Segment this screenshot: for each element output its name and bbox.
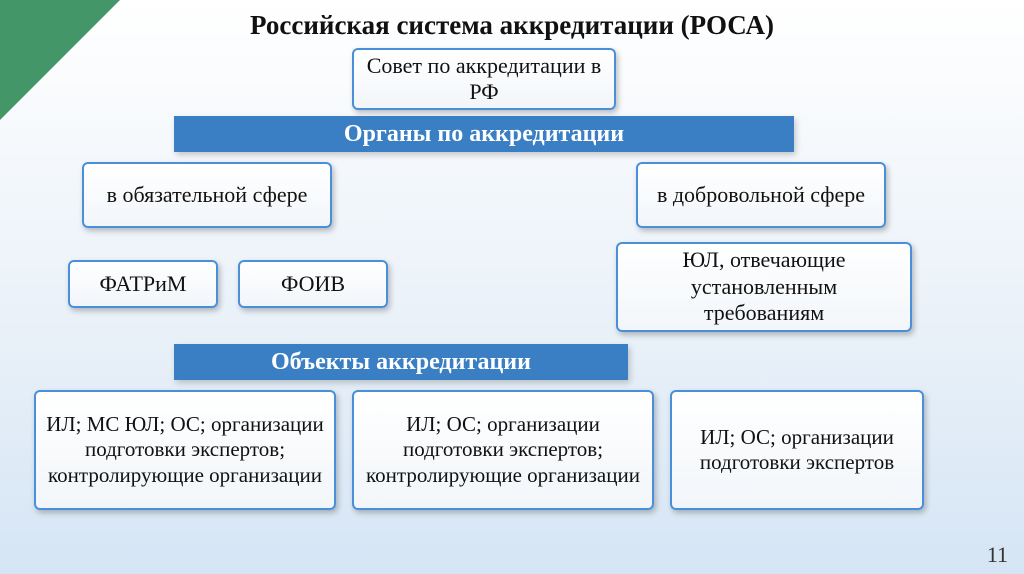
box-mandatory-sphere: в обязательной сфере	[82, 162, 332, 228]
bar-accreditation-bodies: Органы по аккредитации	[174, 116, 794, 152]
box-objects-right: ИЛ; ОС; организации подготовки экспертов	[670, 390, 924, 510]
slide: Российская система аккредитации (РОСА) С…	[0, 0, 1024, 574]
slide-title: Российская система аккредитации (РОСА)	[0, 10, 1024, 41]
box-yul-requirements: ЮЛ, отвечающие установленным требованиям	[616, 242, 912, 332]
page-number: 11	[987, 542, 1008, 568]
box-fatrim: ФАТРиМ	[68, 260, 218, 308]
box-voluntary-sphere: в добровольной сфере	[636, 162, 886, 228]
box-objects-left: ИЛ; МС ЮЛ; ОС; организации подготовки эк…	[34, 390, 336, 510]
bar-accreditation-objects: Объекты аккредитации	[174, 344, 628, 380]
box-objects-middle: ИЛ; ОС; организации подготовки экспертов…	[352, 390, 654, 510]
box-foiv: ФОИВ	[238, 260, 388, 308]
box-council: Совет по аккредитации в РФ	[352, 48, 616, 110]
